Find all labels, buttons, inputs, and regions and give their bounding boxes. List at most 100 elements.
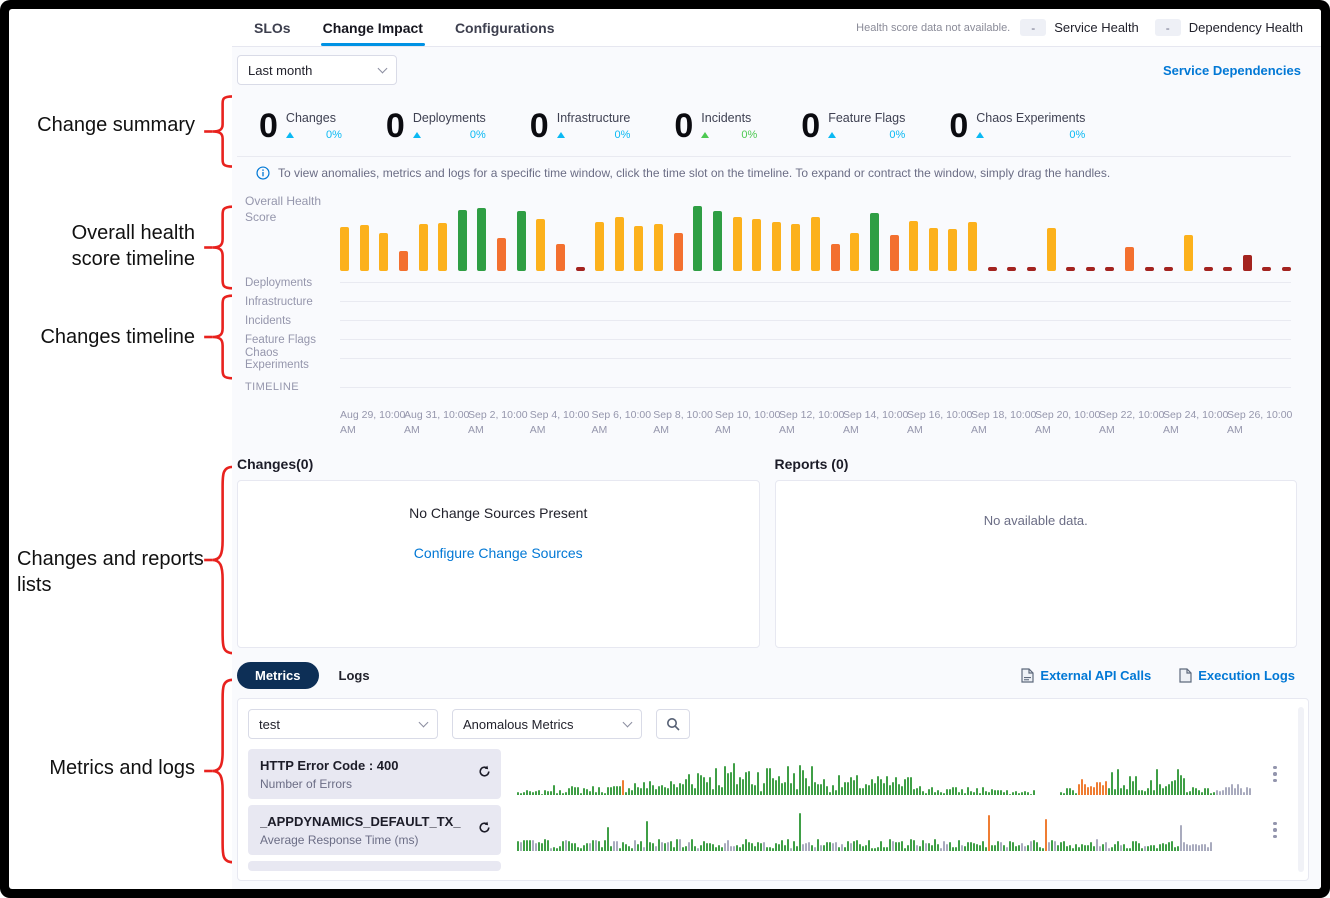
health-score-bar[interactable] (438, 223, 448, 271)
reports-panel: No available data. (774, 480, 1297, 648)
spark-bar (1054, 794, 1056, 795)
health-score-bar[interactable] (1262, 267, 1272, 271)
change-row-label: Incidents (245, 314, 292, 327)
scrollbar[interactable] (1298, 707, 1304, 872)
health-score-timeline: Overall Health Score (245, 193, 1291, 273)
health-score-bar[interactable] (1007, 267, 1017, 271)
spark-bar (841, 787, 843, 795)
metric-row[interactable]: _APPDYNAMICS_DEFAULT_TX_ Average Response… (248, 805, 1284, 855)
spark-bar (535, 843, 537, 851)
spark-bar (676, 787, 678, 795)
health-score-bar[interactable] (889, 235, 899, 271)
health-score-bar[interactable] (1125, 247, 1134, 271)
spark-bar (1105, 781, 1107, 795)
spark-bar (769, 768, 771, 795)
health-score-bar[interactable] (1223, 267, 1233, 271)
health-score-bar[interactable] (771, 222, 781, 271)
health-score-bar[interactable] (516, 211, 526, 271)
tab-logs[interactable]: Logs (338, 667, 370, 683)
spark-bar (871, 778, 873, 795)
health-score-bar[interactable] (477, 208, 487, 271)
time-range-select[interactable]: Last month (237, 55, 397, 85)
metric-name-cell[interactable]: HTTP Error Code : 400 Number of Errors (248, 749, 501, 799)
health-score-bar[interactable] (928, 228, 938, 271)
health-score-bar[interactable] (575, 267, 585, 271)
health-score-bars[interactable] (340, 205, 1291, 271)
spark-bar (1117, 840, 1119, 851)
metric-options-kebab[interactable] (1266, 749, 1284, 799)
metric-options-kebab[interactable] (1266, 805, 1284, 855)
change-row-track[interactable] (340, 339, 1291, 340)
info-banner: To view anomalies, metrics and logs for … (232, 159, 1321, 187)
spark-bar (1051, 839, 1053, 851)
spark-bar (772, 847, 774, 851)
spark-bar (586, 789, 588, 795)
external-api-calls-link[interactable]: External API Calls (1021, 668, 1151, 683)
health-score-bar[interactable] (1085, 267, 1095, 271)
metric-type-select[interactable]: Anomalous Metrics (452, 709, 642, 739)
health-score-bar[interactable] (536, 219, 546, 271)
health-score-bar[interactable] (1242, 255, 1252, 271)
configure-change-sources-link[interactable]: Configure Change Sources (413, 545, 583, 561)
metric-row[interactable]: HTTP Error Code : 400 Number of Errors (248, 749, 1284, 799)
search-button[interactable] (656, 709, 690, 739)
refresh-icon[interactable] (478, 821, 491, 839)
change-row-track[interactable] (340, 320, 1291, 321)
health-score-bar[interactable] (1183, 235, 1193, 271)
health-score-bar[interactable] (693, 206, 703, 271)
change-row-track[interactable] (340, 282, 1291, 283)
health-score-bar[interactable] (752, 219, 762, 271)
health-score-bar[interactable] (791, 224, 801, 271)
timeline-tick-label: Sep 10, 10:00 AM (715, 409, 781, 436)
health-score-bar[interactable] (850, 233, 860, 271)
health-score-bar[interactable] (1046, 228, 1056, 271)
tab-slos[interactable]: SLOs (254, 19, 291, 36)
change-row-track[interactable] (340, 301, 1291, 302)
health-score-bar[interactable] (1144, 267, 1154, 271)
health-score-bar[interactable] (909, 221, 919, 271)
spark-bar (988, 791, 990, 795)
health-score-bar[interactable] (948, 229, 958, 271)
spark-bar (595, 792, 597, 795)
health-score-bar[interactable] (1203, 267, 1213, 271)
health-score-bar[interactable] (457, 210, 467, 271)
health-score-bar[interactable] (1066, 267, 1076, 271)
tab-configurations[interactable]: Configurations (454, 19, 555, 36)
service-dependencies-link[interactable]: Service Dependencies (1162, 62, 1301, 78)
spark-bar (1018, 845, 1020, 851)
health-score-bar[interactable] (555, 244, 565, 271)
health-score-bar[interactable] (987, 267, 997, 271)
health-score-bar[interactable] (673, 233, 683, 271)
change-row-track[interactable] (340, 358, 1291, 359)
health-score-bar[interactable] (398, 251, 408, 271)
health-score-bar[interactable] (712, 211, 722, 271)
tab-change-impact[interactable]: Change Impact (320, 9, 426, 46)
health-score-bar[interactable] (1164, 267, 1174, 271)
health-score-bar[interactable] (1026, 267, 1036, 271)
health-score-bar[interactable] (811, 217, 820, 271)
health-score-bar[interactable] (595, 222, 605, 271)
metric-name-cell[interactable]: _APPDYNAMICS_DEFAULT_TX_ Average Response… (248, 805, 501, 855)
health-score-bar[interactable] (732, 217, 742, 271)
health-score-bar[interactable] (968, 222, 977, 271)
refresh-icon[interactable] (478, 765, 491, 783)
metric-sparkline[interactable] (517, 755, 1254, 795)
execution-logs-link[interactable]: Execution Logs (1179, 668, 1295, 683)
health-score-bar[interactable] (654, 224, 663, 271)
health-score-bar[interactable] (379, 233, 389, 271)
health-score-bar[interactable] (830, 244, 840, 271)
health-score-bar[interactable] (340, 227, 349, 271)
metric-sparkline[interactable] (517, 813, 1254, 851)
spark-bar (700, 844, 702, 851)
health-score-bar[interactable] (869, 213, 879, 271)
health-score-bar[interactable] (634, 226, 644, 271)
health-score-bar[interactable] (418, 224, 428, 271)
health-score-bar[interactable] (614, 217, 624, 271)
tab-metrics[interactable]: Metrics (237, 661, 319, 689)
health-score-bar[interactable] (1282, 267, 1291, 271)
health-score-bar[interactable] (359, 225, 369, 271)
spark-bar (1147, 846, 1149, 851)
service-filter-select[interactable]: test (248, 709, 438, 739)
health-score-bar[interactable] (497, 238, 506, 271)
health-score-bar[interactable] (1105, 267, 1115, 271)
